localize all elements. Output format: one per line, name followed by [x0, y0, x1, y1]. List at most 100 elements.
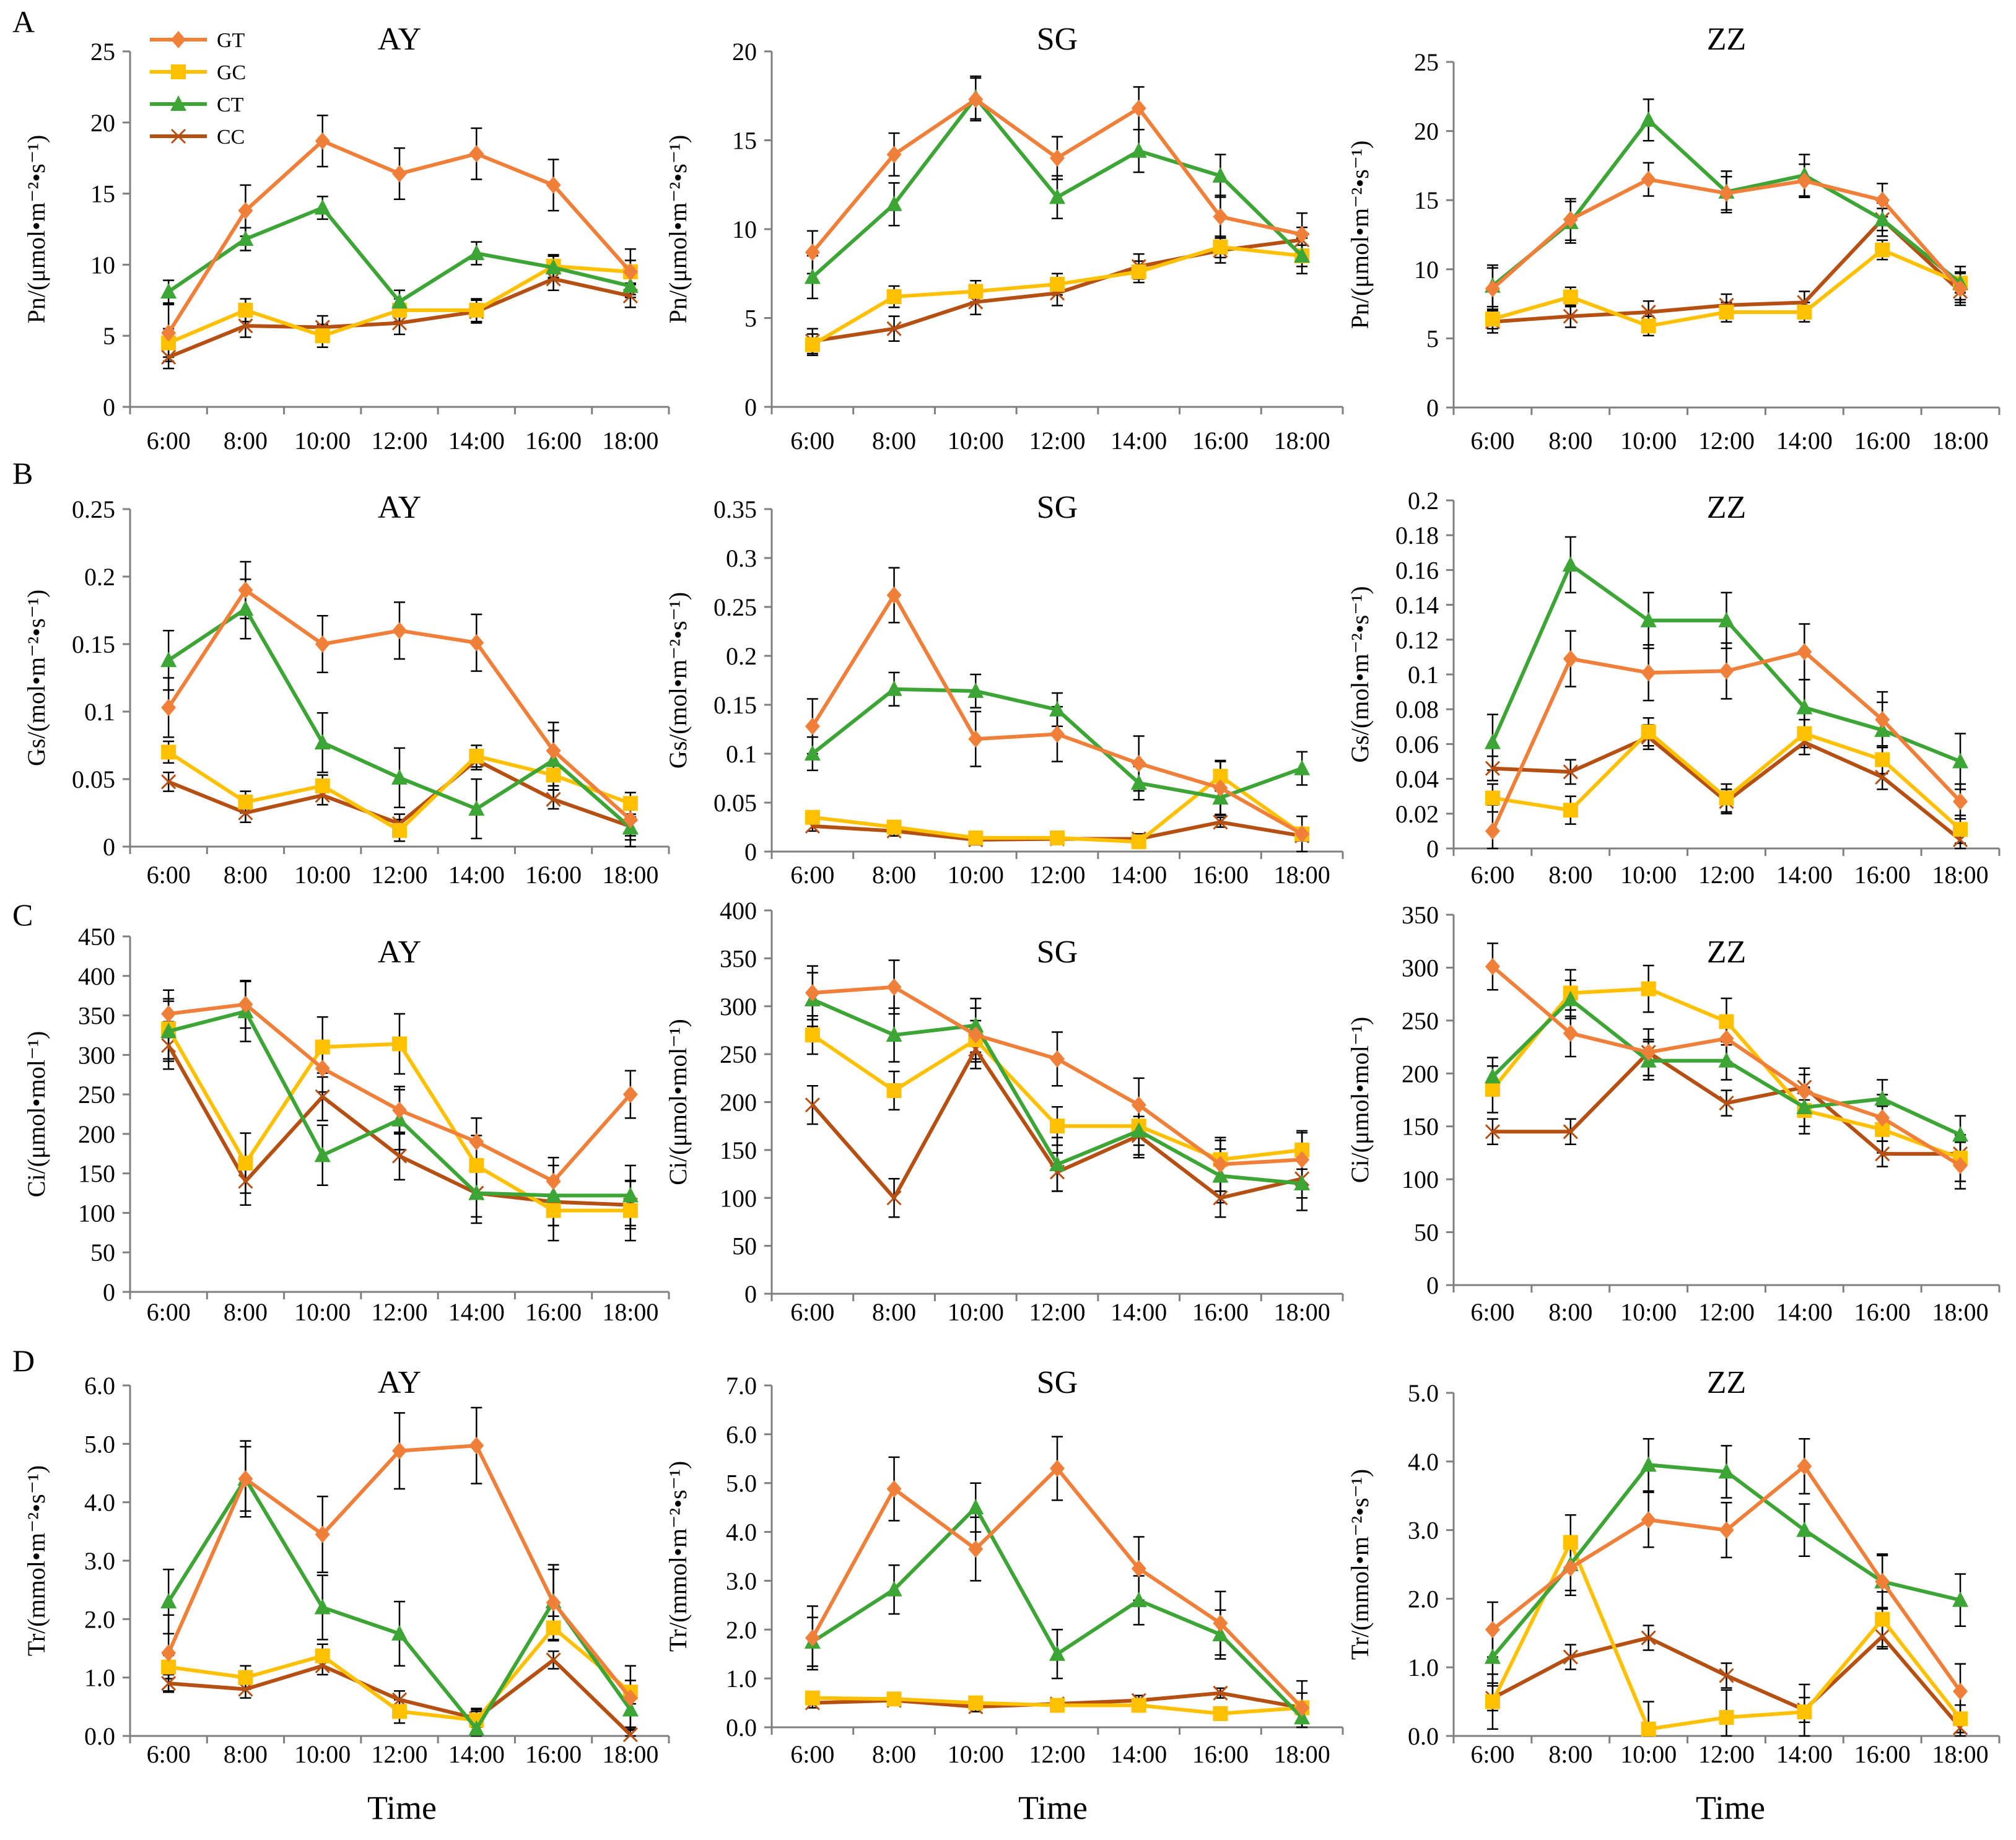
panel-1-1-point-cc-3-stroke-b [391, 315, 408, 331]
panel-4-3-point-gc-3 [1719, 1710, 1734, 1725]
panel-2-3-y-tick-label: 0.06 [1395, 730, 1439, 758]
panel-1-1-y-tick-label: 20 [90, 109, 115, 137]
panel-4-3-point-gt-0 [1485, 1621, 1500, 1639]
panel-2-2-point-ct-2 [967, 682, 984, 698]
row-label-d: D [12, 1343, 35, 1378]
panel-2-2-point-gt-6 [1294, 825, 1310, 843]
panel-2-3-x-tick-label: 16:00 [1854, 861, 1911, 889]
panel-1-2-point-ct-4 [1130, 142, 1147, 158]
panel-1-1-point-ct-5 [545, 258, 562, 274]
panel-2-1-y-tick-label: 0.2 [84, 563, 115, 591]
panel-3-1-x-tick-label: 12:00 [371, 1298, 427, 1326]
panel-1-1-point-gc-1 [238, 302, 253, 318]
panel-1-1-point-ct-4 [468, 245, 485, 261]
panel-4-3-x-tick-label: 18:00 [1932, 1740, 1989, 1768]
panel-3-3-title: ZZ [1707, 935, 1747, 970]
panel-2-2-y-tick-label: 0.15 [713, 691, 757, 719]
panel-1-1-point-cc-1 [238, 318, 253, 334]
panel-4-1-point-gt-2 [315, 1525, 330, 1543]
panel-4-1-point-gt-6 [622, 1689, 638, 1707]
panel-2-1-point-ct-0 [160, 652, 177, 668]
panel-2-3-point-gc-1 [1563, 803, 1578, 818]
legend-marker-ct [170, 95, 186, 111]
panel-2-1-x-tick-label: 14:00 [448, 861, 505, 889]
panel-3-3-y-tick-label: 200 [1402, 1060, 1439, 1088]
panel-4-3-x-tick-label: 8:00 [1548, 1740, 1592, 1768]
legend-label-gt: GT [217, 29, 245, 52]
panel-1-2-point-cc-1 [886, 321, 902, 336]
panel-3-1-point-ct-2 [314, 1146, 331, 1162]
panel-3-2-point-ct-6 [1294, 1175, 1311, 1191]
panel-3-2-point-cc-5 [1213, 1190, 1228, 1206]
panel-1-2-y-tick-label: 0 [744, 393, 757, 421]
panel-2-3-point-gc-2 [1641, 724, 1656, 739]
panel-3-1-point-gc-1 [238, 1156, 253, 1171]
panel-2-1-point-gt-1 [238, 581, 253, 599]
panel-3-1-y-tick-label: 250 [78, 1081, 115, 1109]
panel-2-2-x-tick-label: 12:00 [1029, 861, 1085, 889]
panel-3-1-y-tick-label: 450 [78, 923, 115, 951]
panel-2-3-y-tick-label: 0.08 [1395, 695, 1439, 723]
panel-3-1-point-gt-6 [622, 1086, 638, 1104]
panel-2-3-point-ct-4 [1796, 699, 1813, 715]
panel-4-3-point-cc-1-stroke-b [1563, 1649, 1578, 1665]
panel-4-1-point-cc-6 [622, 1727, 638, 1743]
panel-2-1-point-gc-4 [469, 748, 484, 764]
panel-1-2-point-gt-5 [1213, 207, 1228, 225]
panel-4-3-y-tick-label: 1.0 [1408, 1654, 1439, 1681]
panel-3-3-y-tick-label: 250 [1402, 1007, 1439, 1035]
panel-3-3-y-tick-label: 150 [1402, 1113, 1439, 1141]
panel-2-3-y-tick-label: 0.04 [1395, 765, 1439, 793]
panel-4-3-point-gc-2 [1641, 1721, 1656, 1737]
panel-4-1-point-ct-6 [622, 1701, 639, 1717]
panel-4-2-y-tick-label: 2.0 [726, 1616, 757, 1644]
panel-4-3-point-cc-2 [1641, 1630, 1656, 1646]
panel-3-1-point-cc-3 [391, 1148, 408, 1164]
panel-2-1-point-ct-4 [468, 800, 485, 816]
panel-2-3-point-gt-1 [1563, 650, 1578, 668]
panel-4-1-y-tick-label: 3.0 [84, 1547, 115, 1575]
panel-2-3-point-cc-1-stroke-b [1563, 764, 1578, 780]
legend-item-cc: CC [147, 124, 271, 156]
panel-3-3-x-tick-label: 12:00 [1698, 1298, 1755, 1326]
panel-1-2: 0 5 10 15 20 6:00 8:00 10:00 12:00 14:00 16:00 18:0… [664, 22, 1344, 455]
panel-1-1-y-tick-label: 25 [90, 38, 115, 66]
panel-3-2-point-ct-1 [886, 1026, 902, 1042]
legend-swatch-ct [150, 95, 207, 111]
panel-4-3-y-tick-label: 4.0 [1408, 1448, 1439, 1476]
panel-3-1-point-gc-5 [546, 1203, 561, 1218]
panel-4-2-point-gt-4 [1131, 1559, 1146, 1577]
panel-3-2-x-tick-label: 12:00 [1029, 1298, 1085, 1326]
panel-2-3-point-gc-6 [1953, 822, 1968, 837]
panel-4-1-point-gt-5 [546, 1594, 561, 1611]
panel-2-1-point-gc-3 [392, 822, 407, 838]
legend-label-gc: GC [217, 61, 247, 84]
panel-2-2-point-ct-5 [1212, 789, 1229, 805]
panel-4-1-point-gt-0 [161, 1644, 177, 1662]
panel-2-3-point-cc-0-stroke-b [1485, 761, 1500, 776]
panel-2-3-point-gc-3 [1719, 790, 1734, 806]
panel-2-1-point-cc-5 [546, 791, 561, 807]
panel-4-3-title: ZZ [1707, 1365, 1747, 1400]
panel-3-3-point-ct-1 [1562, 990, 1579, 1006]
panel-3-3-x-tick-label: 6:00 [1470, 1298, 1514, 1326]
panel-1-1-point-gt-6 [622, 263, 638, 281]
panel-2-2-point-gc-0 [805, 809, 820, 825]
panel-4-2-title: SG [1037, 1365, 1078, 1400]
panel-3-2-y-tick-label: 150 [720, 1136, 757, 1164]
panel-3-3-point-gt-1 [1563, 1024, 1578, 1042]
panel-1-2-y-axis-label: Pn/(μmol•m⁻²•s⁻¹) [664, 135, 692, 324]
panel-4-3-point-gc-4 [1797, 1704, 1812, 1720]
panel-2-1-point-gc-0 [161, 744, 177, 760]
panel-2-1-title: AY [378, 490, 421, 525]
panel-4-3-point-gc-1 [1563, 1535, 1578, 1550]
panel-2-3-point-ct-5 [1874, 721, 1891, 737]
panel-3-3-x-tick-label: 8:00 [1548, 1298, 1592, 1326]
panel-2-1-x-tick-label: 16:00 [525, 861, 582, 889]
panel-3-3-point-gt-4 [1797, 1083, 1812, 1101]
panel-2-3-point-gt-3 [1719, 662, 1734, 680]
panel-3-3-x-tick-label: 14:00 [1776, 1298, 1833, 1326]
panel-2-2-y-tick-label: 0.3 [726, 544, 757, 572]
panel-2-3-point-gc-5 [1875, 752, 1890, 767]
panel-4-2-point-gc-4 [1131, 1698, 1146, 1713]
